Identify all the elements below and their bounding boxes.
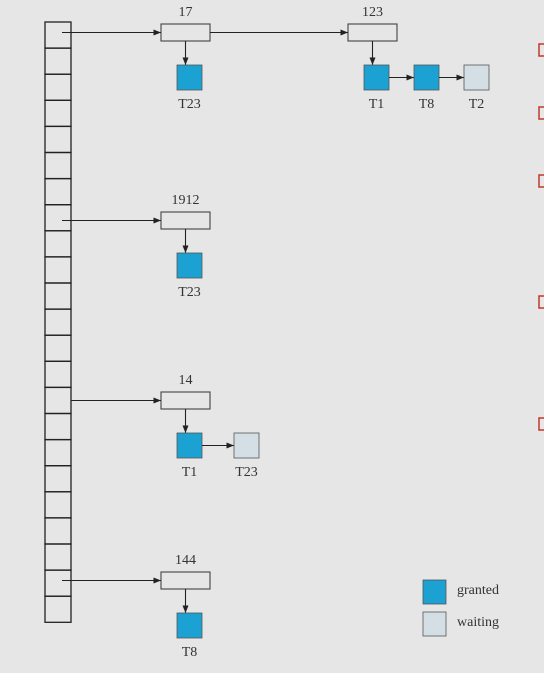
data-item-label: 17	[179, 5, 193, 20]
transaction-label: T8	[419, 97, 435, 112]
data-item-box	[160, 571, 211, 590]
legend-swatch	[422, 579, 447, 605]
data-item-box	[160, 23, 211, 42]
lock-request	[363, 64, 390, 91]
data-item-box	[160, 211, 211, 230]
hash-table	[44, 21, 72, 623]
lock-request	[176, 432, 203, 459]
lock-request	[176, 64, 203, 91]
transaction-label: T23	[178, 97, 201, 112]
lock-request	[413, 64, 440, 91]
lock-request	[176, 252, 203, 279]
transaction-label: T1	[182, 465, 198, 480]
transaction-label: T2	[469, 97, 485, 112]
legend-swatch	[422, 611, 447, 637]
hash-cell	[44, 595, 72, 623]
data-item-label: 14	[179, 373, 193, 388]
legend-label: waiting	[457, 615, 499, 630]
side-marks	[538, 43, 544, 431]
transaction-label: T1	[369, 97, 385, 112]
data-item-label: 144	[175, 553, 196, 568]
lock-request	[233, 432, 260, 459]
transaction-label: T23	[235, 465, 258, 480]
data-item-box	[160, 391, 211, 410]
data-item-box	[347, 23, 398, 42]
transaction-label: T23	[178, 285, 201, 300]
lock-request	[463, 64, 490, 91]
lock-request	[176, 612, 203, 639]
data-item-label: 1912	[172, 193, 200, 208]
legend-label: granted	[457, 583, 499, 598]
data-item-label: 123	[362, 5, 383, 20]
transaction-label: T8	[182, 645, 198, 660]
